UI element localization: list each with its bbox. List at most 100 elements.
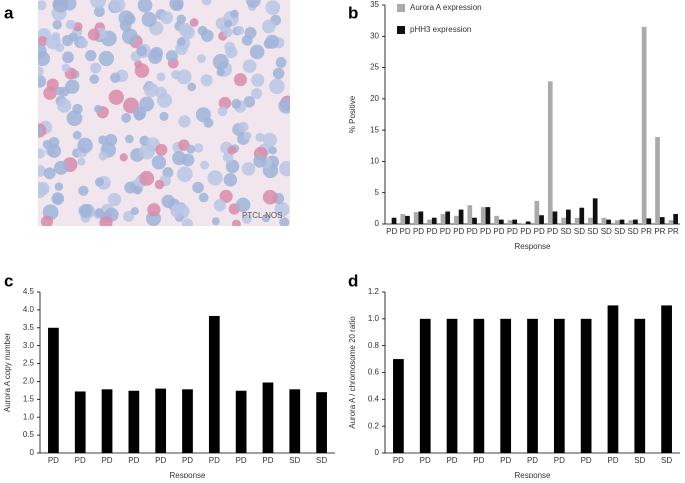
cell [235, 25, 245, 35]
cell [249, 44, 265, 60]
cell [133, 106, 147, 120]
cell [108, 89, 124, 105]
x-tick-label: PD [507, 227, 518, 236]
micrograph-cells [38, 0, 290, 226]
y-tick-label: 2.0 [23, 377, 35, 386]
cell [178, 115, 191, 128]
x-tick-label: PD [101, 456, 112, 465]
cell [54, 182, 64, 191]
cell [177, 37, 186, 47]
x-tick-label: PD [426, 227, 437, 236]
cell [151, 155, 167, 170]
bar [633, 219, 638, 224]
cell [219, 189, 233, 203]
cell [268, 146, 277, 155]
bar [208, 315, 220, 453]
bar [525, 221, 531, 224]
cell [94, 104, 103, 114]
bar [182, 389, 193, 453]
y-tick-label: 4.5 [23, 287, 35, 296]
y-tick-label: 0.4 [368, 394, 380, 403]
cell [45, 34, 61, 50]
panel-label: a [4, 3, 14, 22]
bar [431, 217, 437, 224]
legend-label: pHH3 expression [410, 25, 471, 34]
y-tick-label: 0.8 [368, 341, 380, 350]
cell [77, 38, 89, 49]
x-tick-label: PD [453, 227, 464, 236]
cell [99, 216, 113, 226]
y-tick-label: 15 [370, 125, 379, 134]
bar [446, 318, 458, 453]
cell [94, 177, 104, 187]
cell [38, 74, 47, 88]
cell [222, 151, 234, 163]
y-tick-label: 1.0 [368, 314, 380, 323]
bar [405, 215, 410, 224]
cell [193, 143, 204, 153]
cell [72, 130, 82, 140]
cell [160, 11, 174, 25]
y-axis-label: % Positive [348, 95, 357, 133]
x-tick-label: PD [400, 227, 411, 236]
cell [207, 170, 223, 186]
bar [668, 220, 674, 224]
cell [246, 0, 261, 8]
x-tick-label: PD [554, 456, 565, 465]
cell [46, 78, 59, 91]
cell [68, 32, 78, 42]
cell [94, 6, 105, 17]
x-tick-label: PD [547, 227, 558, 236]
cell [124, 181, 137, 194]
cell [77, 157, 86, 166]
cell [222, 27, 233, 38]
x-tick-label: PD [534, 227, 545, 236]
cell [165, 50, 178, 62]
y-tick-label: 2.5 [23, 359, 35, 368]
bar [534, 200, 540, 224]
cell [243, 96, 256, 108]
cell [269, 78, 285, 95]
bar [553, 318, 565, 453]
cell [98, 135, 108, 145]
cell [147, 203, 161, 217]
cell [272, 67, 285, 80]
y-axis-label: Aurora A / chromosome 20 ratio [348, 316, 357, 429]
cell [217, 106, 228, 117]
bar [473, 318, 485, 453]
cell [279, 217, 290, 226]
bar [552, 211, 558, 224]
cell [134, 60, 143, 69]
bar [566, 209, 571, 224]
cell [218, 96, 232, 110]
x-tick-label: SD [587, 227, 598, 236]
bar [661, 305, 672, 453]
bar [155, 388, 167, 453]
cell [223, 173, 238, 187]
x-tick-label: SD [574, 227, 585, 236]
x-axis-label: Response [514, 471, 551, 478]
cell [255, 132, 265, 142]
cell [241, 213, 252, 224]
y-tick-label: 0.2 [368, 421, 380, 430]
cell [90, 0, 107, 9]
y-tick-label: 0.5 [23, 430, 35, 439]
x-tick-label: PD [262, 456, 273, 465]
x-tick-label: PD [581, 456, 592, 465]
cell [192, 181, 204, 194]
y-tick-label: 3.5 [23, 323, 35, 332]
x-tick-label: PD [493, 227, 504, 236]
cell [201, 0, 212, 6]
x-tick-label: SD [614, 227, 625, 236]
x-tick-label: PD [467, 227, 478, 236]
y-tick-label: 25 [370, 63, 379, 72]
legend-label: Aurora A expression [410, 3, 482, 12]
y-tick-label: 10 [370, 157, 379, 166]
x-tick-label: PD [393, 456, 404, 465]
y-tick-label: 0 [375, 448, 380, 457]
bar [445, 211, 451, 224]
x-tick-label: SD [601, 227, 612, 236]
cell [265, 0, 281, 15]
cell [230, 9, 239, 19]
bar [628, 220, 634, 224]
